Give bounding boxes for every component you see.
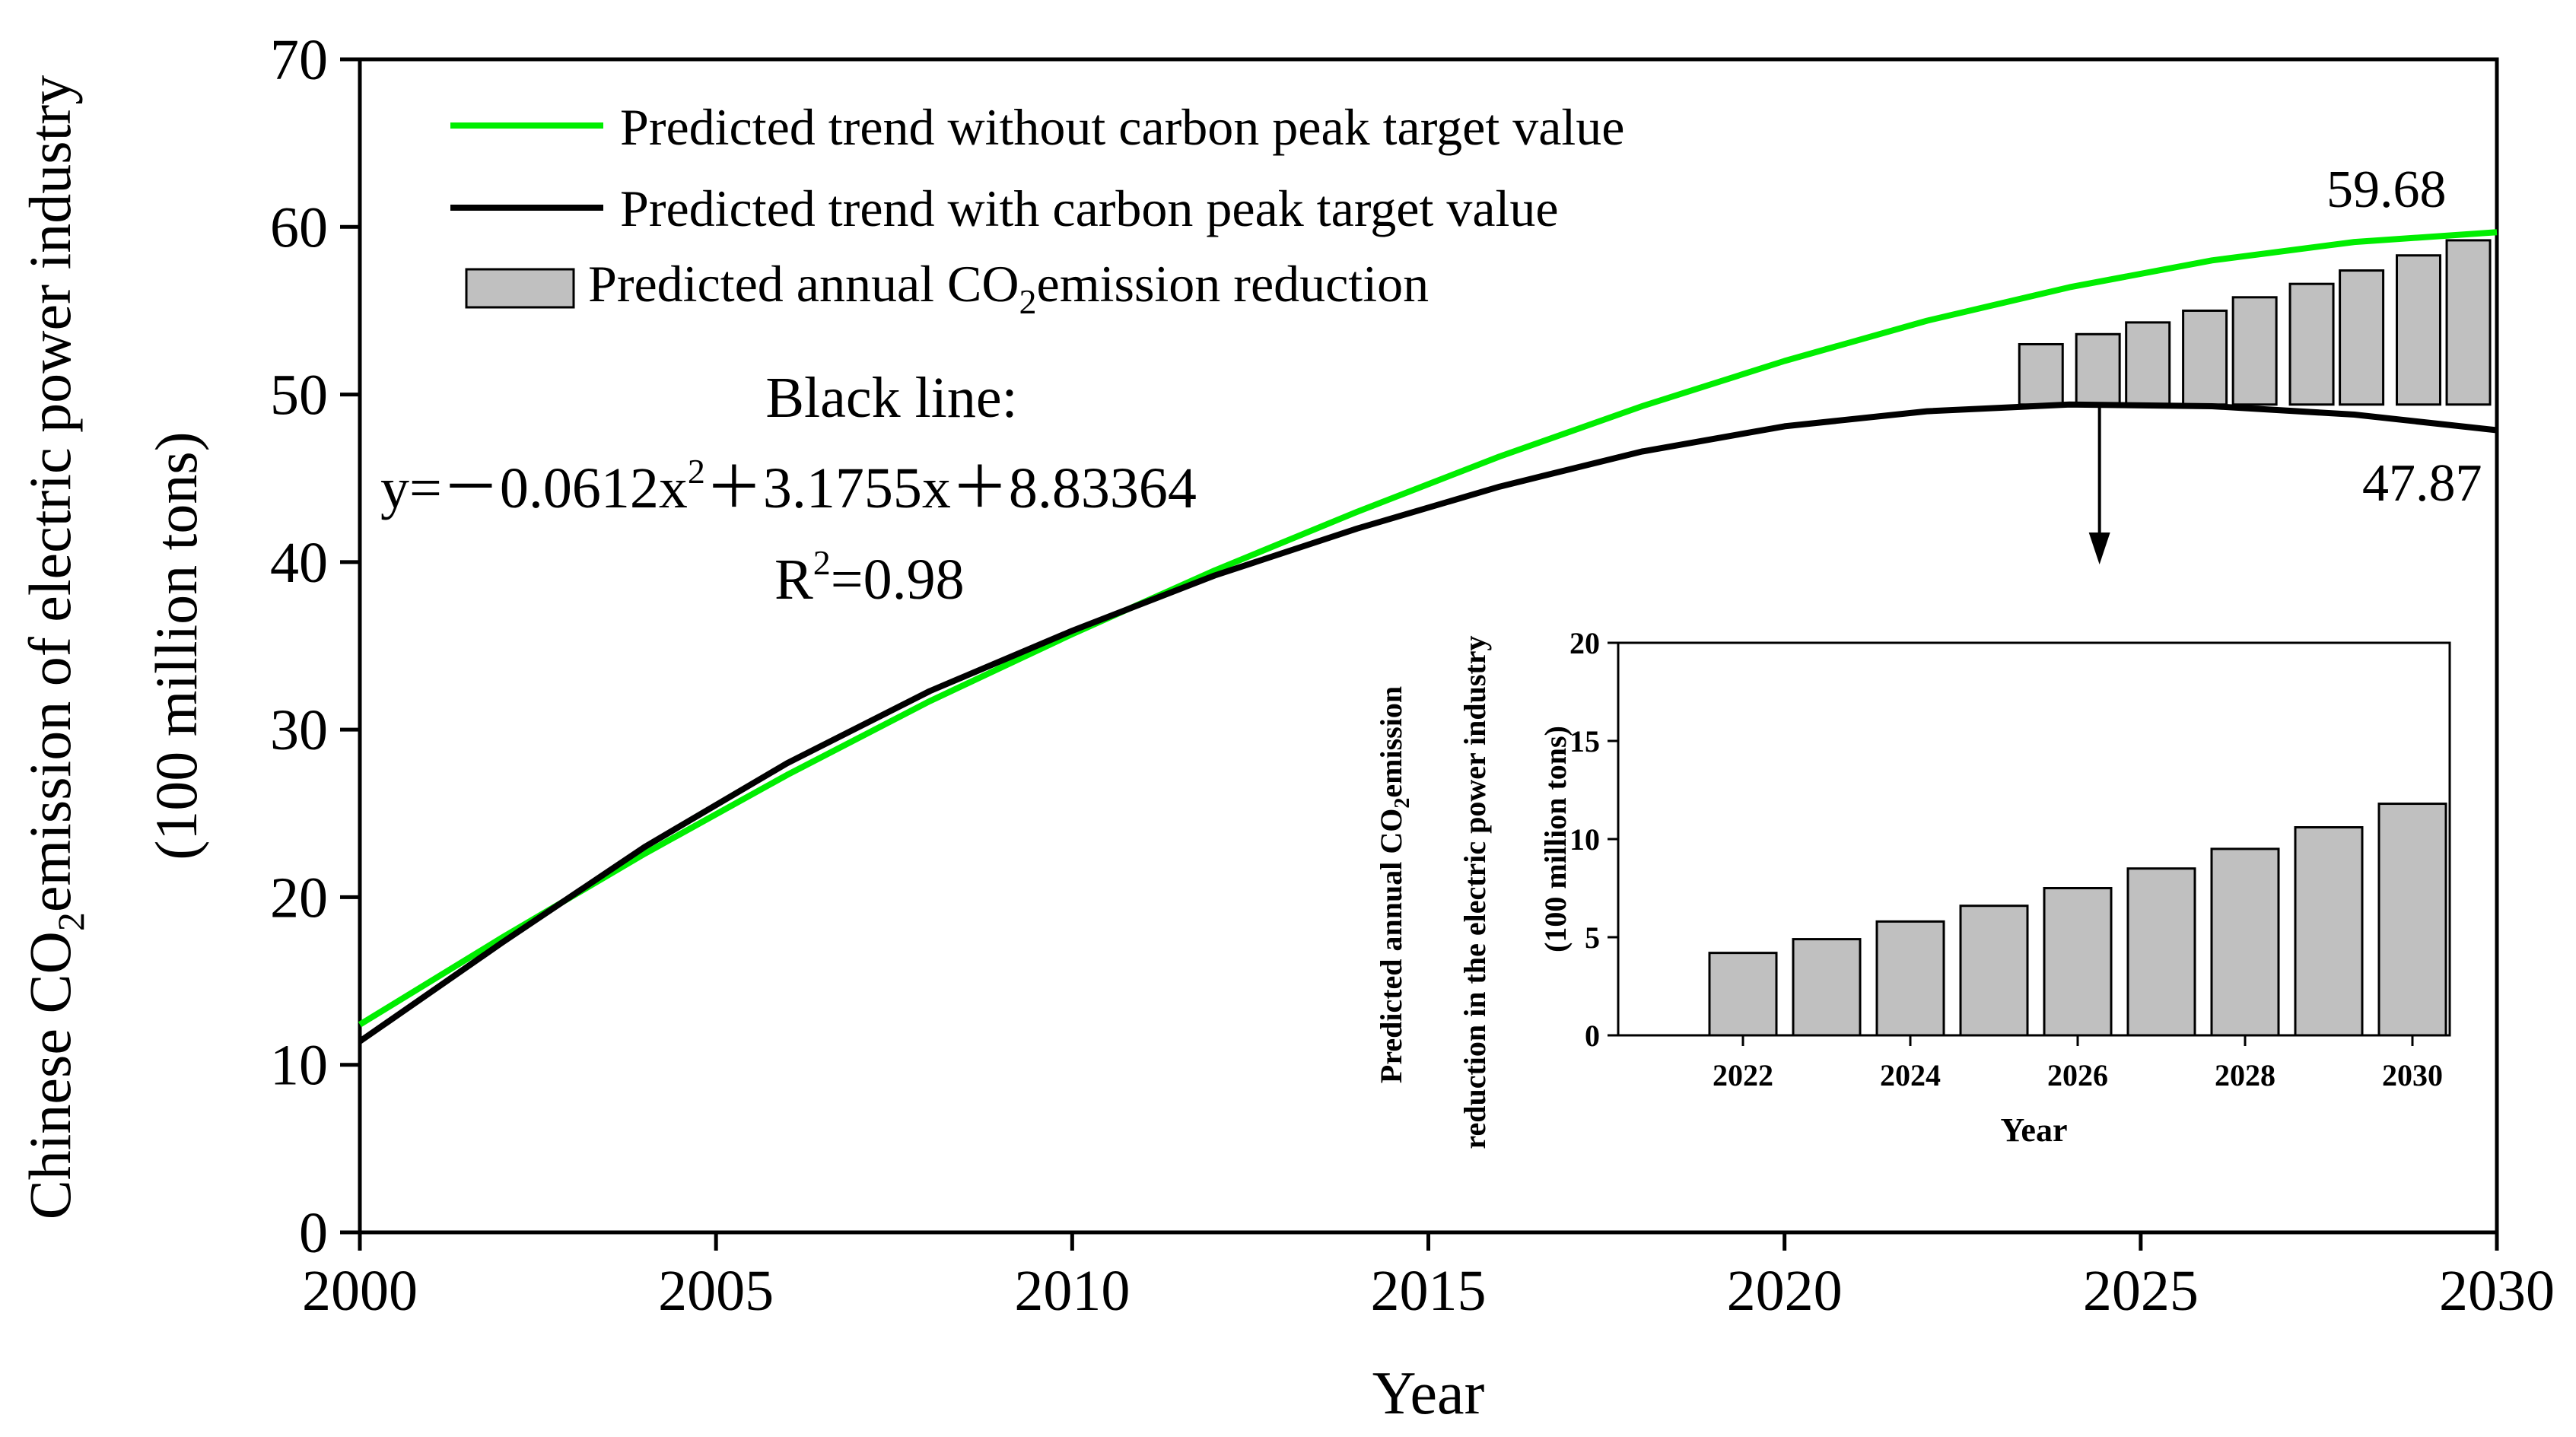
inset-bar (2210, 847, 2280, 1037)
inset-x-tick-label: 2030 (2382, 1058, 2443, 1092)
inset-bar (2126, 867, 2196, 1037)
inset-bar (1875, 920, 1945, 1037)
y-axis-label-line1: Chinese CO2emission of electric power in… (17, 75, 92, 1220)
y-tick-label: 20 (270, 866, 328, 930)
inset-x-tick-label: 2022 (1713, 1058, 1773, 1092)
x-tick-label: 2015 (1371, 1259, 1487, 1323)
inset-y-tick-label: 5 (1585, 920, 1600, 955)
reduction-bar (2231, 296, 2278, 406)
x-tick-label: 2020 (1727, 1259, 1843, 1323)
x-tick-label: 2025 (2083, 1259, 2199, 1323)
equation-text: y=－0.0612x2＋3.1755x＋8.83364 (380, 452, 1197, 520)
legend-label-black: Predicted trend with carbon peak target … (620, 180, 1559, 237)
series-line-without-target (358, 229, 2498, 1028)
x-tick-label: 2000 (302, 1259, 418, 1323)
inset-x-tick-label: 2028 (2215, 1058, 2275, 1092)
reduction-bar (2018, 342, 2064, 406)
reduction-bar (2075, 332, 2121, 406)
reduction-bar (2339, 269, 2385, 406)
end-value-label-green: 59.68 (2326, 161, 2447, 219)
y-tick-label: 0 (299, 1201, 328, 1265)
inset-x-tick-label: 2026 (2047, 1058, 2108, 1092)
reduction-bar (2396, 254, 2442, 406)
series-line-with-target (358, 401, 2498, 1044)
y-tick-label: 10 (270, 1034, 328, 1098)
inset-y-axis-label-line2: reduction in the electric power industry (1458, 635, 1492, 1149)
x-tick-label: 2010 (1014, 1259, 1130, 1323)
inset-y-axis-label-line1: Predicted annual CO2emission (1374, 686, 1414, 1083)
inset-bar (1708, 952, 1778, 1037)
y-tick-label: 50 (270, 364, 328, 428)
inset-y-tick-label: 10 (1569, 822, 1600, 857)
y-tick-label: 70 (270, 28, 328, 92)
legend-label-bar: Predicted annual CO2emission reduction (588, 255, 1429, 321)
pointer-arrow-head (2088, 533, 2110, 564)
x-tick-label: 2005 (658, 1259, 774, 1323)
y-tick-label: 60 (270, 196, 328, 259)
legend-label-green: Predicted trend without carbon peak targ… (620, 98, 1625, 156)
y-tick-label: 30 (270, 698, 328, 762)
inset-y-tick-label: 20 (1569, 626, 1600, 660)
x-tick-label: 2030 (2439, 1259, 2555, 1323)
inset-x-tick-label: 2024 (1880, 1058, 1941, 1092)
reduction-bar (2288, 282, 2335, 406)
inset-bar (2043, 887, 2113, 1037)
reduction-bar (2125, 321, 2171, 406)
inset-y-axis-label-line3: (100 million tons) (1538, 726, 1573, 952)
inset-bar (1959, 904, 2029, 1037)
reduction-bar (2182, 309, 2228, 406)
inset-x-axis-label: Year (2001, 1111, 2068, 1149)
r-squared-text: R2=0.98 (774, 543, 965, 612)
x-axis-label: Year (1372, 1360, 1484, 1427)
end-value-label-black: 47.87 (2362, 454, 2482, 513)
inset-chart: 0 5 10 15 20 2022 2024 2026 2028 2030 Year Predicte… (1374, 626, 2451, 1149)
equation-title: Black line: (765, 366, 1017, 430)
reduction-bar (2445, 239, 2492, 406)
inset-bar (2294, 826, 2364, 1037)
inset-y-tick-label: 0 (1585, 1019, 1600, 1053)
y-axis-label-line2: (100 million tons) (143, 431, 209, 860)
legend-swatch-bar (465, 268, 575, 309)
inset-bar (2377, 803, 2447, 1037)
y-tick-label: 40 (270, 531, 328, 595)
inset-y-tick-label: 15 (1569, 724, 1600, 758)
inset-bar (1792, 938, 1862, 1037)
